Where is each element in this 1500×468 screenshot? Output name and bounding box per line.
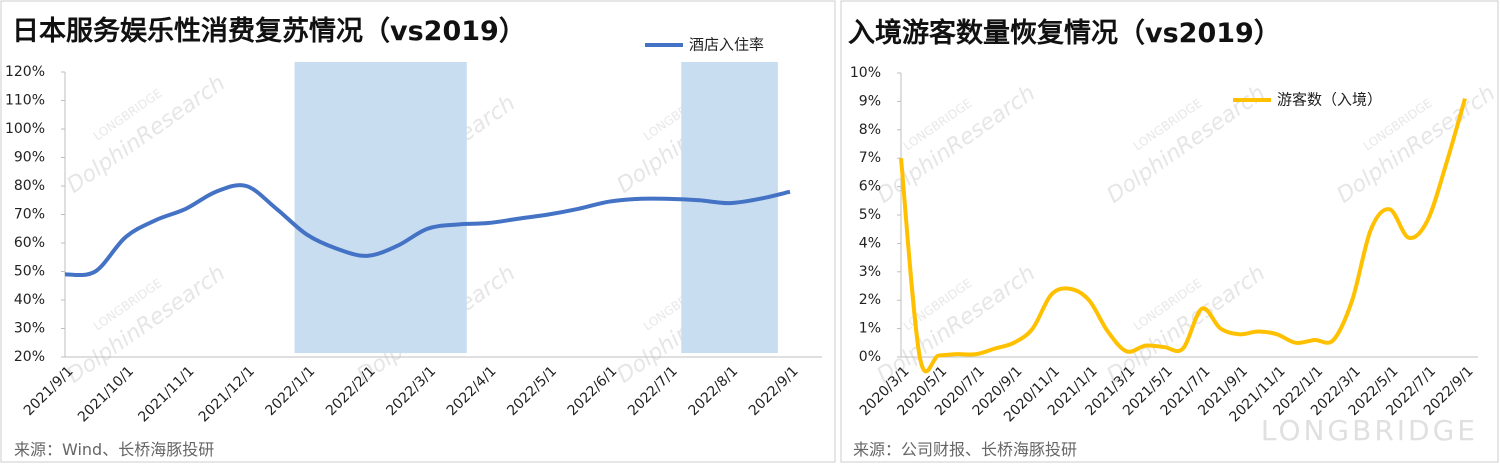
chart-title: 入境游客数量恢复情况（vs2019）: [848, 17, 1281, 49]
y-tick-label: 30%: [14, 321, 45, 337]
x-tick-label: 2022/8/1: [685, 363, 741, 419]
x-tick-label: 2021/12/1: [196, 363, 258, 425]
y-tick-label: 60%: [14, 235, 45, 251]
watermark: DolphinResearch: [873, 81, 1040, 209]
y-tick-label: 10%: [850, 65, 881, 81]
panel-border: [840, 0, 1499, 463]
watermark: DolphinResearch: [63, 71, 230, 199]
y-tick-label: 90%: [14, 150, 45, 166]
highlight-band: [294, 62, 467, 353]
y-tick-label: 7%: [859, 150, 881, 166]
y-tick-label: 9%: [859, 93, 881, 109]
y-tick-label: 40%: [14, 292, 45, 308]
watermark: DolphinResearch: [63, 261, 230, 389]
x-tick-label: 2022/2/1: [323, 363, 379, 419]
y-tick-label: 8%: [859, 122, 881, 138]
y-tick-label: 100%: [5, 121, 45, 137]
x-tick-label: 2022/5/1: [504, 363, 560, 419]
source-note: 来源：公司财报、长桥海豚投研: [853, 440, 1077, 459]
y-tick-label: 6%: [859, 179, 881, 195]
legend-label: 酒店入住率: [689, 36, 764, 54]
y-tick-label: 20%: [14, 349, 45, 365]
y-tick-label: 2%: [859, 292, 881, 308]
brand-logo: LONGBRIDGE: [1261, 414, 1478, 447]
x-tick-label: 2022/1/1: [263, 363, 319, 419]
highlight-band: [681, 62, 778, 353]
y-tick-label: 120%: [5, 64, 45, 80]
x-tick-label: 2022/9/1: [746, 363, 802, 419]
source-note: 来源：Wind、长桥海豚投研: [14, 440, 214, 459]
panel-border: [0, 0, 836, 463]
line-series: [64, 183, 791, 278]
y-tick-label: 0%: [859, 349, 881, 365]
x-tick-label: 2022/6/1: [565, 363, 621, 419]
line-series: [899, 98, 1467, 374]
y-tick-label: 3%: [859, 264, 881, 280]
y-tick-label: 80%: [14, 178, 45, 194]
x-tick-label: 2022/3/1: [383, 363, 439, 419]
x-tick-label: 2022/4/1: [444, 363, 500, 419]
legend-label: 游客数（入境）: [1277, 91, 1382, 109]
y-tick-label: 50%: [14, 264, 45, 280]
y-tick-label: 5%: [859, 207, 881, 223]
y-tick-label: 70%: [14, 207, 45, 223]
y-tick-label: 4%: [859, 235, 881, 251]
chart-title: 日本服务娱乐性消费复苏情况（vs2019）: [12, 16, 526, 47]
x-tick-label: 2021/11/1: [135, 363, 197, 425]
y-tick-label: 110%: [5, 93, 45, 109]
y-tick-label: 1%: [859, 321, 881, 337]
x-tick-label: 2021/9/1: [21, 363, 77, 419]
